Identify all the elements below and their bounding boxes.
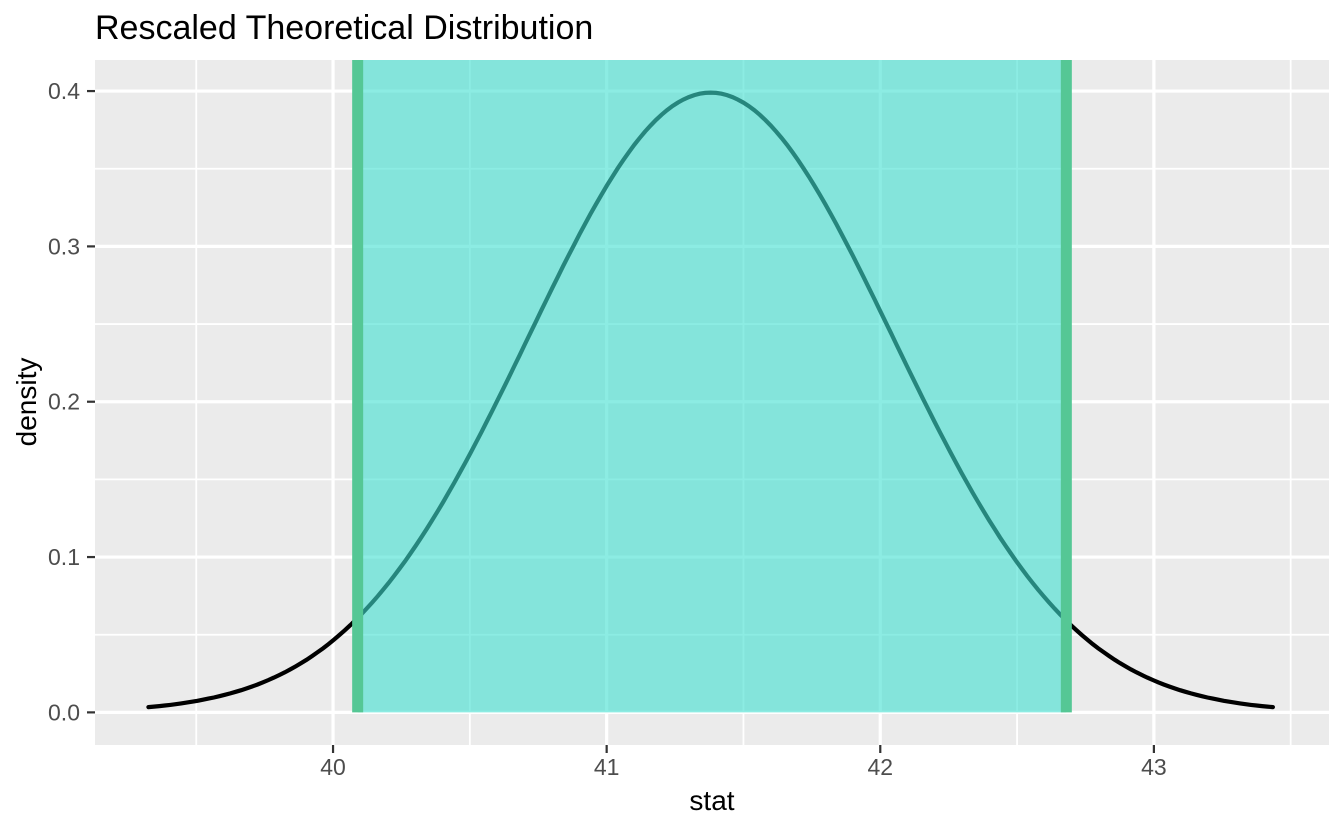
y-tick-label: 0.2 [48,389,80,415]
x-tick-label: 41 [594,754,620,780]
y-tick-label: 0.4 [48,78,80,104]
axis-tick-labels: 40 41 42 43 0.0 0.1 0.2 0.3 0.4 [48,78,1167,780]
confidence-interval-shade [357,60,1067,713]
plot-title: Rescaled Theoretical Distribution [95,9,593,47]
confidence-interval-lines [352,60,1072,713]
y-axis-title: density [11,358,42,447]
x-axis-title: stat [689,785,734,816]
y-tick-label: 0.0 [48,699,80,725]
x-tick-label: 40 [320,754,346,780]
x-tick-label: 42 [867,754,893,780]
axis-tick-marks [87,89,1155,753]
y-tick-label: 0.3 [48,233,80,259]
y-tick-label: 0.1 [48,544,80,570]
x-tick-label: 43 [1141,754,1167,780]
